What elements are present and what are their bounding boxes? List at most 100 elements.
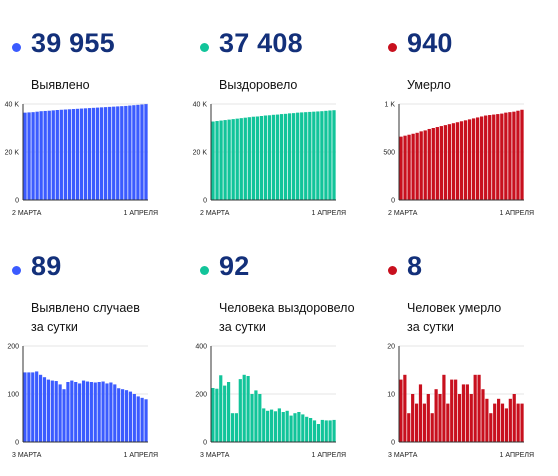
y-tick-label: 0 [391,440,395,447]
bar [239,118,243,200]
bar [500,113,504,200]
bar [427,128,431,200]
bar [99,107,104,200]
stat-block: 89 Выявлено случаев за сутки [12,251,187,334]
bar [320,419,324,442]
bar [467,119,472,200]
bar [399,379,403,442]
bar [455,122,460,200]
bar [411,394,415,442]
bar [105,383,109,442]
bar [446,403,450,442]
bar [231,119,235,200]
bar [58,384,62,442]
bar [269,409,274,442]
bar [287,113,292,200]
bar [104,107,108,200]
y-tick-label: 400 [195,344,207,351]
bar [51,110,55,200]
bar [31,372,35,442]
bar [316,111,320,200]
bar [136,396,140,442]
bar [484,115,488,200]
y-tick-label: 40 K [5,102,20,109]
stat-label: Человек умерло за сутки [407,301,502,334]
bar [78,383,82,442]
stat-value: 940 [407,28,453,58]
bar [262,408,266,442]
bar [63,109,67,200]
stat-block: 940 Умерло [388,28,558,100]
bar [62,389,66,442]
bar [27,112,31,200]
bar [59,109,63,200]
x-tick-label-end: 1 АПРЕЛЯ [124,210,158,217]
bar [422,403,426,442]
bar [144,399,148,442]
bar [101,381,105,442]
bar [497,398,501,442]
bar [296,112,300,200]
bar [492,114,496,200]
bar [263,115,268,200]
bar [117,388,121,442]
bar [500,403,505,442]
bar [226,382,231,442]
bar [124,390,129,442]
bar [74,382,78,442]
bar [42,377,47,442]
y-tick-label: 0 [15,198,19,205]
bar [230,413,235,442]
bar [95,107,100,200]
bar [211,121,215,200]
bar [292,113,296,200]
bar [79,108,84,200]
y-tick-label: 1 K [384,102,395,109]
series-dot-icon [12,266,21,275]
series-dot-icon [200,266,209,275]
bar [121,389,125,442]
series-dot-icon [12,43,21,52]
x-tick-label-start: 2 МАРТА [12,210,42,217]
x-tick-label-end: 1 АПРЕЛЯ [312,452,346,459]
bar [219,120,223,200]
bar [97,382,101,442]
bar [89,382,93,442]
y-tick-label: 10 [387,392,395,399]
bar [83,108,88,200]
bar [493,403,497,442]
bar [411,133,415,200]
stat-label: Умерло [407,78,451,92]
bar [477,374,481,442]
bar [85,381,90,442]
bar [419,131,423,200]
bar [520,109,524,200]
bar [324,110,328,200]
series-dot-icon [388,266,397,275]
bar-chart: 0 500 1 K 2 МАРТА 1 АПРЕЛЯ [383,102,534,218]
y-tick-label: 0 [203,440,207,447]
x-tick-label-start: 2 МАРТА [200,210,230,217]
bar [47,110,51,200]
bar [140,104,144,200]
bar [439,126,443,200]
bar [266,410,270,442]
bar [132,394,136,442]
stat-block: 92 Человека выздоровело за сутки [200,251,375,334]
bar [81,380,86,442]
bar [258,394,262,442]
bar [403,374,407,442]
bar [255,116,260,200]
bar [66,382,70,442]
bar [471,118,476,200]
bar [144,104,148,200]
y-tick-label: 40 K [193,102,208,109]
bar [504,112,508,200]
bar [475,117,480,200]
bar [469,394,473,442]
bar [124,105,128,200]
bar [120,106,124,200]
bar [430,413,434,442]
bar [223,385,227,442]
stat-value: 8 [407,251,423,281]
